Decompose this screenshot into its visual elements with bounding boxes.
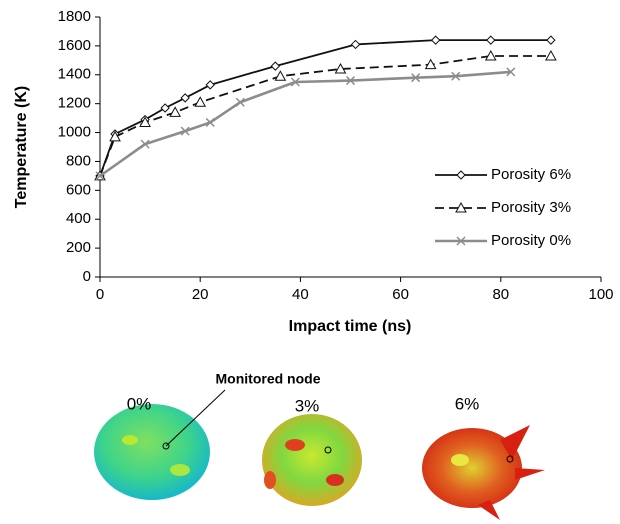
blob-spot	[170, 464, 190, 476]
y-tick-label: 600	[66, 181, 91, 198]
y-tick-label: 400	[66, 210, 91, 227]
marker	[350, 39, 361, 50]
marker	[545, 49, 557, 61]
marker	[180, 126, 190, 136]
blob-3	[262, 414, 362, 506]
marker	[169, 106, 181, 117]
x-tick-label: 40	[292, 286, 309, 303]
marker	[456, 236, 466, 246]
blob-spot	[451, 454, 469, 466]
marker	[95, 171, 105, 181]
marker	[546, 35, 556, 45]
image-label: 0%	[127, 394, 152, 413]
x-tick-label: 60	[392, 286, 409, 303]
y-tick-label: 1000	[58, 124, 91, 141]
marker	[455, 201, 467, 213]
x-axis-title: Impact time (ns)	[289, 318, 412, 335]
blob-spot	[264, 471, 276, 489]
y-tick-label: 1400	[58, 66, 91, 83]
marker	[451, 71, 461, 81]
marker	[160, 103, 170, 113]
marker	[411, 73, 421, 83]
marker	[430, 35, 441, 45]
node-marker	[162, 442, 170, 450]
marker	[506, 67, 516, 77]
annotation-leader	[165, 389, 226, 447]
image-label: 3%	[295, 396, 320, 415]
y-tick-label: 1800	[58, 8, 91, 25]
blob-spike	[478, 500, 500, 520]
legend-label: Porosity 6%	[491, 166, 571, 183]
marker	[205, 117, 215, 127]
blob-spot	[326, 474, 344, 486]
y-tick-label: 0	[83, 268, 91, 285]
legend-label: Porosity 0%	[491, 232, 571, 249]
node-marker	[506, 455, 514, 463]
blob-spot	[122, 435, 138, 445]
annotation: Monitored node	[216, 371, 321, 387]
blob-spot	[285, 439, 305, 451]
marker	[180, 93, 190, 103]
marker	[109, 130, 121, 142]
blob-spike	[515, 468, 545, 480]
marker	[194, 96, 207, 107]
x-tick-label: 100	[588, 286, 613, 303]
marker	[424, 58, 437, 70]
marker	[334, 62, 347, 74]
marker	[484, 49, 497, 61]
y-tick-label: 1200	[58, 95, 91, 112]
marker	[140, 139, 150, 149]
marker	[290, 77, 300, 87]
x-tick-label: 20	[192, 286, 209, 303]
blob-6	[422, 428, 522, 508]
image-label: 6%	[455, 394, 480, 413]
blob-0	[94, 404, 210, 500]
y-axis-title: Temperature (K)	[13, 86, 30, 208]
x-tick-label: 0	[96, 286, 104, 303]
series-line	[99, 55, 551, 177]
y-tick-label: 200	[66, 239, 91, 256]
porosity-images: Monitored node 0% 3% 6%	[94, 371, 545, 520]
y-tick-label: 1600	[58, 37, 91, 54]
y-tick-label: 800	[66, 152, 91, 169]
marker	[274, 70, 287, 81]
marker	[486, 35, 496, 45]
marker	[270, 61, 281, 71]
legend-label: Porosity 3%	[491, 199, 571, 216]
marker	[235, 97, 245, 107]
node-marker	[324, 446, 332, 454]
series-line	[99, 70, 511, 177]
marker	[456, 170, 466, 180]
marker	[205, 80, 215, 90]
blob-spike	[500, 425, 530, 460]
marker	[139, 116, 151, 127]
x-tick-label: 80	[492, 286, 509, 303]
marker	[345, 76, 356, 86]
